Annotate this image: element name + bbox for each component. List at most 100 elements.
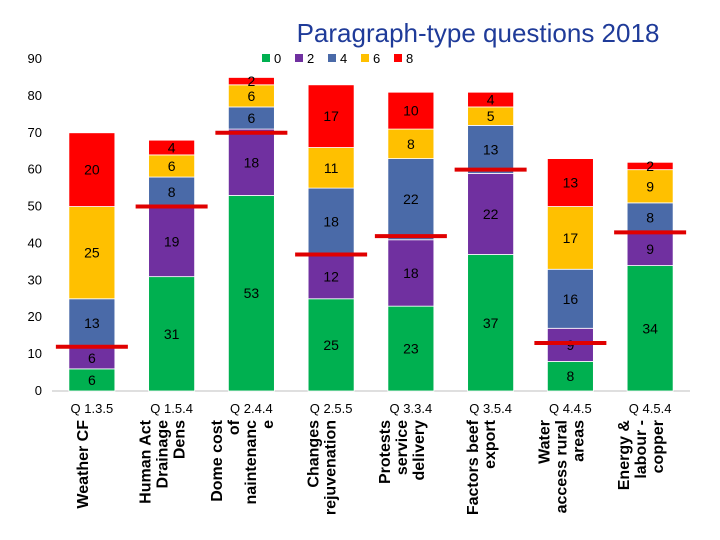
category-name: Energy & <box>616 420 633 491</box>
data-label: 6 <box>88 372 96 388</box>
bar-segment <box>68 206 116 300</box>
legend-label: 4 <box>340 51 347 66</box>
bar-segment <box>626 161 674 171</box>
y-tick-label: 60 <box>28 162 42 177</box>
data-label: 19 <box>164 234 180 250</box>
data-label: 17 <box>323 108 339 124</box>
x-tick-label: Q 3.5.4 <box>469 401 512 416</box>
data-label: 25 <box>84 245 100 261</box>
reference-marks <box>55 130 687 349</box>
y-tick-label: 50 <box>28 199 42 214</box>
bar-segment <box>467 125 515 174</box>
data-label: 18 <box>244 154 260 170</box>
bar-segment <box>148 176 196 207</box>
data-label: 6 <box>168 158 176 174</box>
legend-swatch <box>262 54 270 62</box>
category-name: Drainage <box>155 420 172 489</box>
data-label: 22 <box>403 191 419 207</box>
x-tick-label: Q 1.3.5 <box>71 401 114 416</box>
bar-segment <box>546 158 594 207</box>
data-label: 16 <box>563 291 579 307</box>
bar-segment <box>626 202 674 233</box>
bar-segment <box>148 206 196 278</box>
data-label: 13 <box>563 175 579 191</box>
bar-segment <box>307 147 355 189</box>
bar-segment <box>227 128 275 196</box>
category-name: Dome cost <box>209 419 226 501</box>
category-name: areas <box>570 420 587 462</box>
bar-segment <box>387 158 435 241</box>
data-label: 8 <box>168 184 176 200</box>
x-tick-label: Q 2.5.5 <box>310 401 353 416</box>
data-label: 13 <box>483 141 499 157</box>
category-name: copper <box>650 420 667 473</box>
bar-segment <box>148 139 196 156</box>
y-tick-label: 40 <box>28 235 42 250</box>
y-tick-label: 90 <box>28 51 42 66</box>
bar-segment <box>387 128 435 159</box>
category-name: Weather CF <box>75 420 92 509</box>
y-tick-label: 70 <box>28 125 42 140</box>
category-name: Factors beef <box>465 419 482 515</box>
data-label: 18 <box>323 213 339 229</box>
y-tick-label: 30 <box>28 272 42 287</box>
data-label: 34 <box>642 320 658 336</box>
bar-segment <box>307 84 355 148</box>
y-tick-label: 20 <box>28 309 42 324</box>
bar-segment <box>626 231 674 266</box>
category-name: Dens <box>172 420 189 459</box>
x-tick-label: Q 4.5.4 <box>629 401 672 416</box>
category-name: Changes <box>306 420 323 488</box>
bar-segment <box>387 239 435 307</box>
data-label: 6 <box>88 350 96 366</box>
bar-segment <box>546 361 594 392</box>
y-tick-label: 0 <box>35 383 42 398</box>
category-name: export <box>482 419 499 469</box>
x-tick-label: Q 2.4.4 <box>230 401 273 416</box>
category-name: labour - <box>633 420 650 479</box>
data-label: 23 <box>403 341 419 357</box>
bar-segment <box>387 305 435 392</box>
bar-segment <box>227 77 275 86</box>
data-label: 5 <box>487 108 495 124</box>
category-name: rejuvenation <box>323 420 340 515</box>
chart-title: Paragraph-type questions 2018 <box>297 18 660 48</box>
category-name: Human Act <box>138 419 155 504</box>
legend-swatch <box>295 54 303 62</box>
data-label: 22 <box>483 206 499 222</box>
legend-swatch <box>328 54 336 62</box>
data-label: 9 <box>646 178 654 194</box>
category-name: e <box>260 420 277 429</box>
legend-label: 8 <box>406 51 413 66</box>
data-label: 12 <box>323 269 339 285</box>
data-label: 8 <box>646 210 654 226</box>
data-label: 13 <box>84 315 100 331</box>
data-label: 4 <box>168 140 176 156</box>
bar-segment <box>68 132 116 207</box>
x-tick-label: Q 4.4.5 <box>549 401 592 416</box>
data-label: 20 <box>84 162 100 178</box>
data-label: 31 <box>164 326 180 342</box>
bar-segment <box>467 91 515 108</box>
data-label: 11 <box>324 160 339 176</box>
data-label: 18 <box>403 265 419 281</box>
x-tick-label: Q 1.5.4 <box>150 401 193 416</box>
data-label: 2 <box>247 73 255 89</box>
data-label: 6 <box>247 110 255 126</box>
data-label: 17 <box>563 230 579 246</box>
x-tick-label: Q 3.3.4 <box>390 401 433 416</box>
data-label: 37 <box>483 315 499 331</box>
data-label: 8 <box>566 368 574 384</box>
category-name: access rural <box>553 420 570 513</box>
legend-swatch <box>394 54 402 62</box>
category-name: Protests <box>377 420 394 484</box>
data-label: 8 <box>407 136 415 152</box>
data-label: 4 <box>487 92 495 108</box>
y-tick-label: 80 <box>28 88 42 103</box>
legend: 0 2 4 6 8 <box>262 51 413 66</box>
category-name: delivery <box>411 420 428 481</box>
category-name: of <box>226 419 243 435</box>
bar-segment <box>387 91 435 130</box>
legend-label: 2 <box>307 51 314 66</box>
